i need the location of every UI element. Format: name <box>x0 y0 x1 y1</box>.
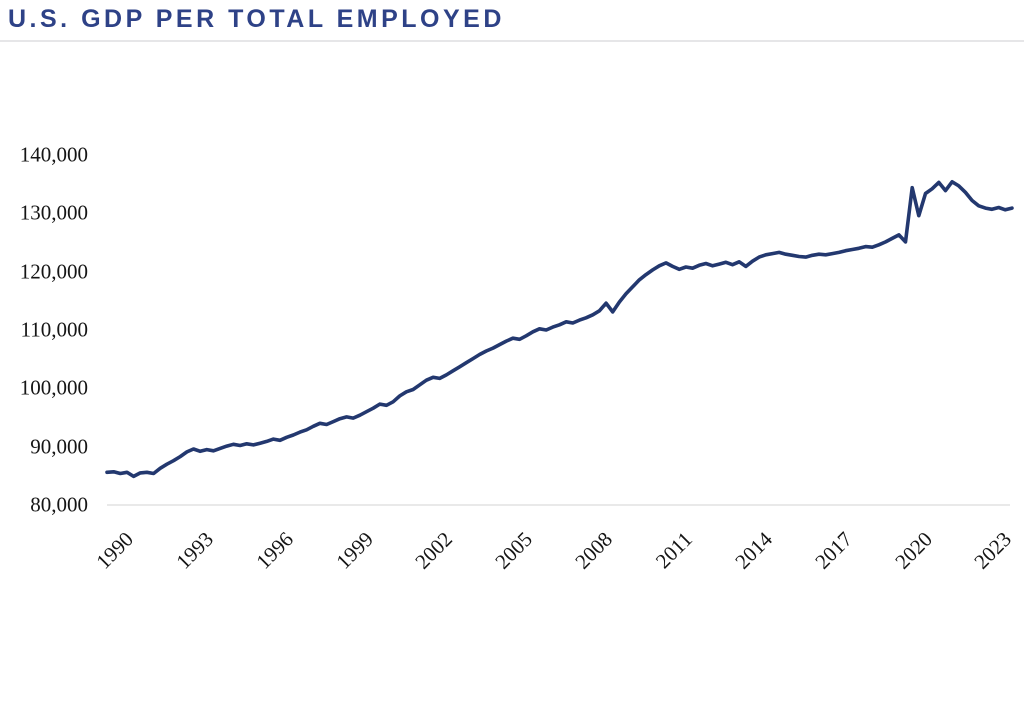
title-divider <box>0 40 1024 42</box>
y-tick-label: 130,000 <box>19 200 88 225</box>
y-tick-label: 80,000 <box>30 492 88 517</box>
y-tick-label: 110,000 <box>20 317 88 342</box>
gdp-data-line <box>105 180 1014 479</box>
y-tick-label: 140,000 <box>19 142 88 167</box>
y-tick-label: 90,000 <box>30 434 88 459</box>
y-tick-label: 100,000 <box>19 375 88 400</box>
page-title: U.S. GDP PER TOTAL EMPLOYED <box>8 5 505 33</box>
y-tick-label: 120,000 <box>19 259 88 284</box>
